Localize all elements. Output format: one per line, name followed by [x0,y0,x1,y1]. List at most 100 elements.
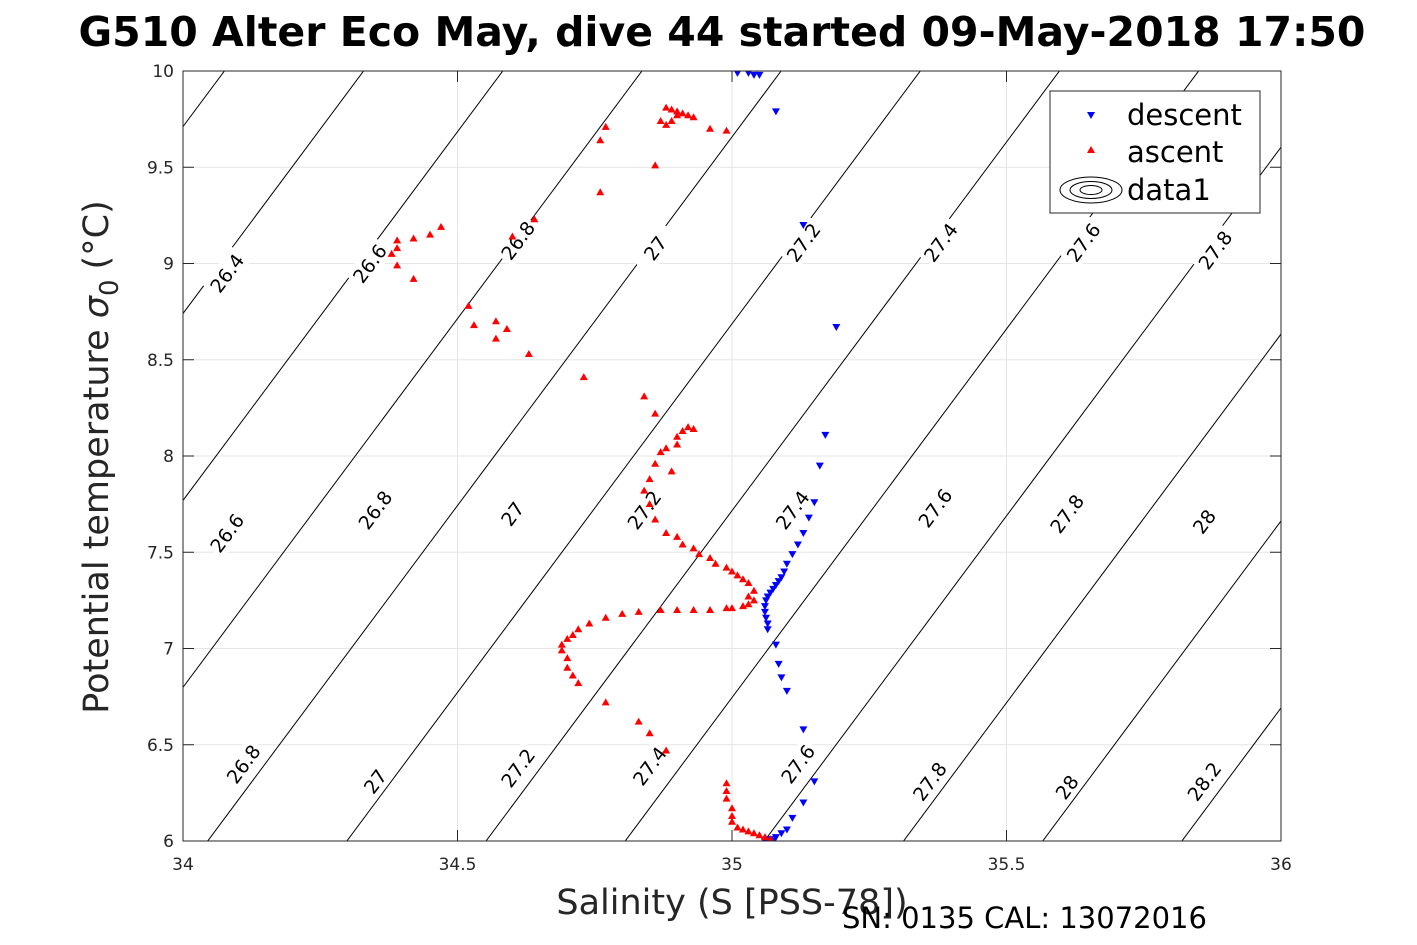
y-tick-label: 9 [163,255,174,275]
ascent-point [728,811,736,819]
descent-point [804,514,813,522]
ascent-point [673,440,682,448]
ascent-point [574,679,583,687]
y-axis-label-subscript: 0 [95,279,125,296]
ascent-point [678,426,687,434]
ascent-point [645,500,654,508]
ascent-point [767,835,774,841]
isopycnal-line [1181,707,1281,841]
contour-label-bg [768,483,817,537]
ascent-point [557,646,566,654]
ascent-point [755,831,764,839]
contour-label-bg [773,737,822,791]
ascent-point [645,729,654,737]
isopycnal-line [207,71,782,841]
ascent-point [722,563,731,571]
x-axis-label: Salinity (S [PSS-78]) [556,883,907,923]
descent-point [782,687,791,695]
ascent-point [524,349,533,357]
data-markers [387,71,841,841]
ascent-point [387,249,396,257]
y-tick-label: 9.5 [147,158,174,178]
descent-point [799,726,808,734]
ascent-point [393,236,402,244]
ascent-point [656,606,665,613]
y-axis-label-text: Potential temperature [77,329,117,713]
ascent-point [437,222,446,230]
ascent-point [749,829,758,837]
x-tick-label: 34 [172,855,194,875]
contour-label-bg [631,221,680,275]
ascent-point [695,550,704,558]
ascent-point [585,619,594,627]
ascent-point [673,107,682,115]
ascent-point [651,459,660,467]
legend-box [1049,90,1261,214]
x-tick-label: 36 [1270,855,1292,875]
ascent-point [749,586,758,594]
ascent-point [673,432,682,440]
ascent-point [634,607,643,615]
ascent-point [409,234,418,242]
isopycnal-line [183,71,365,315]
ascent-point [662,444,671,452]
contour-label-bg [1180,754,1229,808]
ascent-point [393,261,402,269]
ascent-point [706,606,715,613]
legend-ascent-label: ascent [1127,135,1223,169]
contour-label-bg [202,506,251,560]
ascent-point [673,532,682,540]
ascent-point [618,609,627,617]
ascent-point [678,540,687,548]
isopycnal-line [346,71,921,841]
ascent-point [689,606,698,613]
ascent-point [563,663,572,671]
ascent-point [673,606,682,613]
ascent-point [706,554,715,562]
ascent-point [689,425,698,433]
contour-label-bg [1180,495,1229,548]
legend-ascent-marker [1087,146,1095,153]
ascent-point [651,161,660,169]
descent-point [793,541,802,549]
ascent-point [738,825,747,833]
axis-ticks: 34 34.5 35 35.5 36 6 6.5 7 7.5 8 8.5 9 9.5 10 [147,62,1292,875]
ascent-point [601,122,610,130]
contour-label-bg [351,483,400,537]
descent-point [760,608,769,616]
ascent-point [667,117,676,125]
contour-label-bg [1042,760,1091,814]
ascent-point [662,746,671,754]
contour-label-bg [916,215,965,269]
descent-point [774,578,783,586]
ascent-point [722,794,731,802]
sensor-calibration-note: SN: 0135 CAL: 13072016 [842,901,1207,935]
legend-data1-label: data1 [1127,173,1211,207]
y-tick-label: 7.5 [147,543,174,563]
ascent-point [502,324,511,332]
descent-point [777,674,786,682]
ascent-point [667,105,676,113]
ascent-point [711,559,720,567]
descent-point [777,574,786,582]
ascent-point [728,604,736,612]
ascent-point [491,317,500,325]
ascent-point [426,230,435,238]
contour-label-bg [202,246,251,300]
contour-label-bg [493,741,542,795]
ascent-point [530,215,539,223]
y-tick-label: 8.5 [147,351,174,371]
ascent-point [728,567,736,575]
ascent-point [469,321,478,329]
ascent-point [689,113,698,121]
descent-point [780,568,789,576]
descent-point [745,71,752,77]
descent-point [815,462,824,470]
legend-descent-marker [1087,112,1095,119]
descent-point [763,593,772,601]
contour-label-bg [905,754,954,808]
descent-point [771,108,780,116]
descent-point [734,71,741,77]
ascent-point [601,698,610,706]
